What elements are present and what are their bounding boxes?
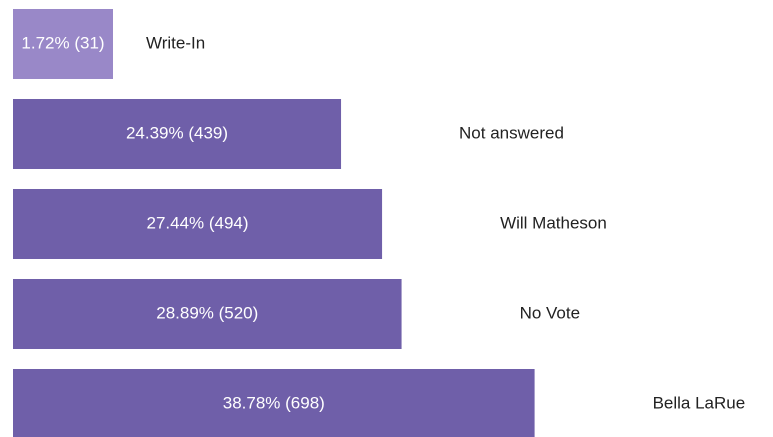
- value-label: 24.39% (439): [126, 123, 228, 142]
- value-label: 38.78% (698): [223, 393, 325, 412]
- value-label: 27.44% (494): [146, 213, 248, 232]
- bar: [13, 9, 113, 79]
- bar: [13, 99, 342, 169]
- category-label: Not answered: [459, 123, 564, 142]
- bar: [13, 369, 535, 437]
- bar: [13, 189, 383, 259]
- value-label: 1.72% (31): [21, 33, 104, 52]
- category-label: Will Matheson: [500, 213, 607, 232]
- category-label: Bella LaRue: [653, 393, 746, 412]
- category-label: No Vote: [520, 303, 581, 322]
- value-label: 28.89% (520): [156, 303, 258, 322]
- category-label: Write-In: [146, 33, 205, 52]
- bar: [13, 279, 402, 349]
